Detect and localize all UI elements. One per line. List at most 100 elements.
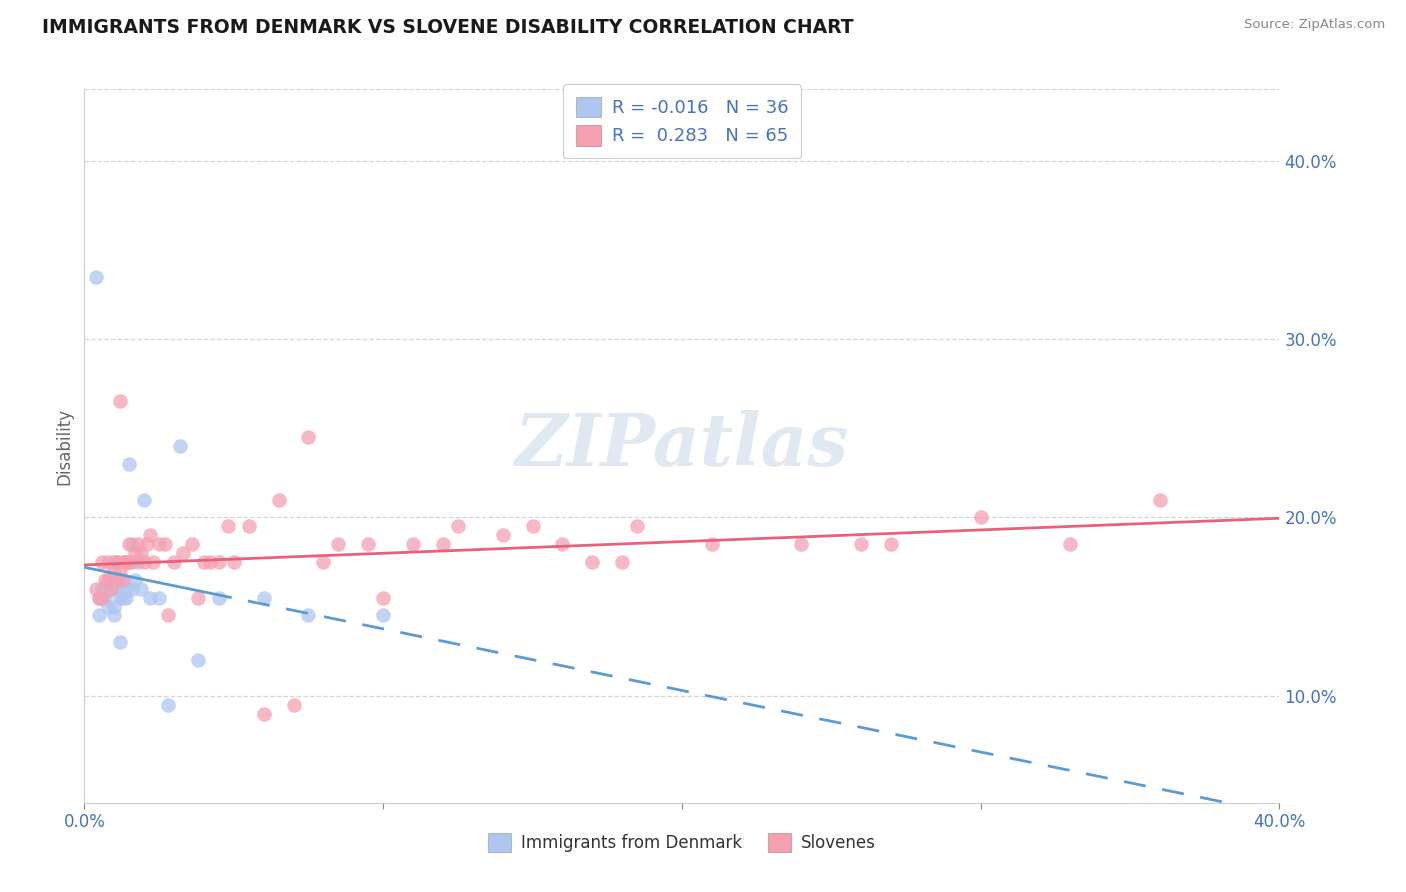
Point bbox=[157, 608, 180, 623]
Point bbox=[373, 591, 395, 605]
Point bbox=[851, 537, 873, 551]
Point bbox=[118, 555, 141, 569]
Point bbox=[115, 591, 138, 605]
Point bbox=[115, 555, 138, 569]
Point bbox=[100, 573, 122, 587]
Point bbox=[181, 537, 204, 551]
Point bbox=[139, 591, 162, 605]
Point bbox=[121, 537, 143, 551]
Point bbox=[121, 555, 143, 569]
Point bbox=[522, 519, 544, 533]
Point bbox=[253, 591, 276, 605]
Point bbox=[105, 573, 128, 587]
Point bbox=[124, 546, 146, 560]
Point bbox=[148, 537, 170, 551]
Point bbox=[118, 537, 141, 551]
Point bbox=[198, 555, 221, 569]
Point bbox=[267, 492, 290, 507]
Point bbox=[118, 457, 141, 471]
Point bbox=[103, 599, 125, 614]
Point bbox=[100, 582, 122, 596]
Point bbox=[94, 573, 117, 587]
Point bbox=[153, 537, 176, 551]
Text: ZIPatlas: ZIPatlas bbox=[515, 410, 849, 482]
Point bbox=[94, 582, 117, 596]
Text: Source: ZipAtlas.com: Source: ZipAtlas.com bbox=[1244, 18, 1385, 31]
Point bbox=[148, 591, 170, 605]
Point bbox=[581, 555, 603, 569]
Point bbox=[115, 555, 138, 569]
Point bbox=[103, 564, 125, 578]
Point bbox=[492, 528, 515, 542]
Point bbox=[169, 439, 191, 453]
Y-axis label: Disability: Disability bbox=[55, 408, 73, 484]
Point bbox=[297, 430, 319, 444]
Point bbox=[86, 269, 108, 284]
Point bbox=[97, 599, 120, 614]
Point bbox=[283, 698, 305, 712]
Point bbox=[132, 492, 156, 507]
Point bbox=[253, 706, 276, 721]
Point bbox=[97, 573, 120, 587]
Legend: Immigrants from Denmark, Slovenes: Immigrants from Denmark, Slovenes bbox=[481, 826, 883, 859]
Point bbox=[129, 546, 152, 560]
Point bbox=[110, 564, 132, 578]
Point bbox=[110, 635, 132, 649]
Text: IMMIGRANTS FROM DENMARK VS SLOVENE DISABILITY CORRELATION CHART: IMMIGRANTS FROM DENMARK VS SLOVENE DISAB… bbox=[42, 18, 853, 37]
Point bbox=[100, 582, 122, 596]
Point bbox=[402, 537, 425, 551]
Point bbox=[91, 591, 114, 605]
Point bbox=[1059, 537, 1081, 551]
Point bbox=[103, 608, 125, 623]
Point bbox=[157, 698, 180, 712]
Point bbox=[880, 537, 903, 551]
Point bbox=[91, 555, 114, 569]
Point bbox=[112, 573, 135, 587]
Point bbox=[112, 591, 135, 605]
Point bbox=[105, 582, 128, 596]
Point bbox=[222, 555, 245, 569]
Point bbox=[297, 608, 319, 623]
Point bbox=[187, 591, 209, 605]
Point bbox=[89, 591, 111, 605]
Point bbox=[217, 519, 239, 533]
Point bbox=[1149, 492, 1171, 507]
Point bbox=[790, 537, 813, 551]
Point bbox=[136, 537, 159, 551]
Point bbox=[86, 582, 108, 596]
Point bbox=[115, 582, 138, 596]
Point bbox=[89, 591, 111, 605]
Point bbox=[105, 555, 128, 569]
Point bbox=[551, 537, 574, 551]
Point bbox=[208, 591, 231, 605]
Point bbox=[103, 555, 125, 569]
Point bbox=[163, 555, 186, 569]
Point bbox=[208, 555, 231, 569]
Point bbox=[112, 573, 135, 587]
Point bbox=[187, 653, 209, 667]
Point bbox=[132, 555, 156, 569]
Point bbox=[172, 546, 194, 560]
Point bbox=[312, 555, 335, 569]
Point bbox=[127, 537, 149, 551]
Point bbox=[110, 591, 132, 605]
Point bbox=[373, 608, 395, 623]
Point bbox=[970, 510, 993, 524]
Point bbox=[112, 555, 135, 569]
Point bbox=[129, 582, 152, 596]
Point bbox=[626, 519, 648, 533]
Point bbox=[124, 573, 146, 587]
Point bbox=[91, 591, 114, 605]
Point bbox=[94, 591, 117, 605]
Point bbox=[432, 537, 454, 551]
Point bbox=[357, 537, 380, 551]
Point bbox=[91, 582, 114, 596]
Point bbox=[97, 555, 120, 569]
Point bbox=[110, 394, 132, 409]
Point bbox=[328, 537, 350, 551]
Point bbox=[139, 528, 162, 542]
Point bbox=[127, 555, 149, 569]
Point bbox=[142, 555, 165, 569]
Point bbox=[89, 608, 111, 623]
Point bbox=[121, 582, 143, 596]
